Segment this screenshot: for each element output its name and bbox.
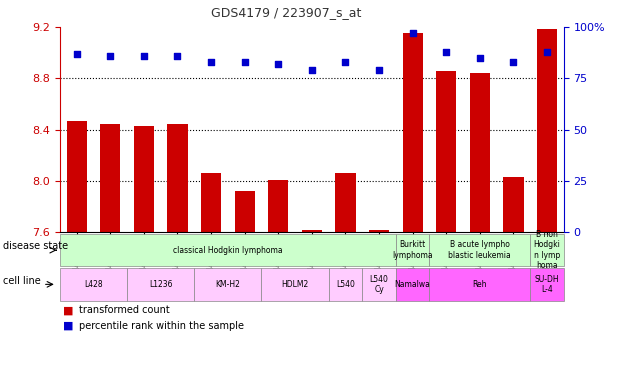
Text: ■: ■ xyxy=(63,321,74,331)
Point xyxy=(441,48,451,55)
Bar xyxy=(369,230,389,232)
Point xyxy=(475,55,485,61)
Text: Burkitt
lymphoma: Burkitt lymphoma xyxy=(392,240,433,260)
Text: L428: L428 xyxy=(84,280,103,289)
Point xyxy=(105,53,115,59)
Bar xyxy=(403,33,423,232)
Point xyxy=(508,59,518,65)
Point xyxy=(408,30,418,36)
Text: B acute lympho
blastic leukemia: B acute lympho blastic leukemia xyxy=(449,240,511,260)
Text: GDS4179 / 223907_s_at: GDS4179 / 223907_s_at xyxy=(212,6,362,19)
Bar xyxy=(201,173,221,232)
Point xyxy=(72,51,82,57)
Text: KM-H2: KM-H2 xyxy=(215,280,240,289)
Point xyxy=(273,61,284,67)
Point xyxy=(374,67,384,73)
Text: ■: ■ xyxy=(63,305,74,315)
Text: cell line: cell line xyxy=(3,275,41,286)
Text: L540
Cy: L540 Cy xyxy=(370,275,389,294)
Bar xyxy=(168,124,188,232)
Text: classical Hodgkin lymphoma: classical Hodgkin lymphoma xyxy=(173,246,283,255)
Text: L1236: L1236 xyxy=(149,280,173,289)
Bar xyxy=(537,30,557,232)
Point xyxy=(173,53,183,59)
Bar xyxy=(503,177,524,232)
Text: transformed count: transformed count xyxy=(79,305,169,315)
Bar xyxy=(268,180,289,232)
Bar xyxy=(436,71,456,232)
Bar xyxy=(234,191,255,232)
Text: HDLM2: HDLM2 xyxy=(282,280,309,289)
Text: B non
Hodgki
n lymp
homa: B non Hodgki n lymp homa xyxy=(534,230,561,270)
Bar xyxy=(470,73,490,232)
Point xyxy=(307,67,317,73)
Text: percentile rank within the sample: percentile rank within the sample xyxy=(79,321,244,331)
Point xyxy=(139,53,149,59)
Bar xyxy=(100,124,120,232)
Point xyxy=(206,59,216,65)
Text: Reh: Reh xyxy=(472,280,487,289)
Point xyxy=(239,59,249,65)
Bar xyxy=(302,230,322,232)
Point xyxy=(340,59,350,65)
Text: Namalwa: Namalwa xyxy=(395,280,430,289)
Point xyxy=(542,48,552,55)
Bar xyxy=(67,121,87,232)
Text: SU-DH
L-4: SU-DH L-4 xyxy=(535,275,559,294)
Bar xyxy=(335,173,355,232)
Text: disease state: disease state xyxy=(3,241,68,252)
Bar xyxy=(134,126,154,232)
Text: L540: L540 xyxy=(336,280,355,289)
